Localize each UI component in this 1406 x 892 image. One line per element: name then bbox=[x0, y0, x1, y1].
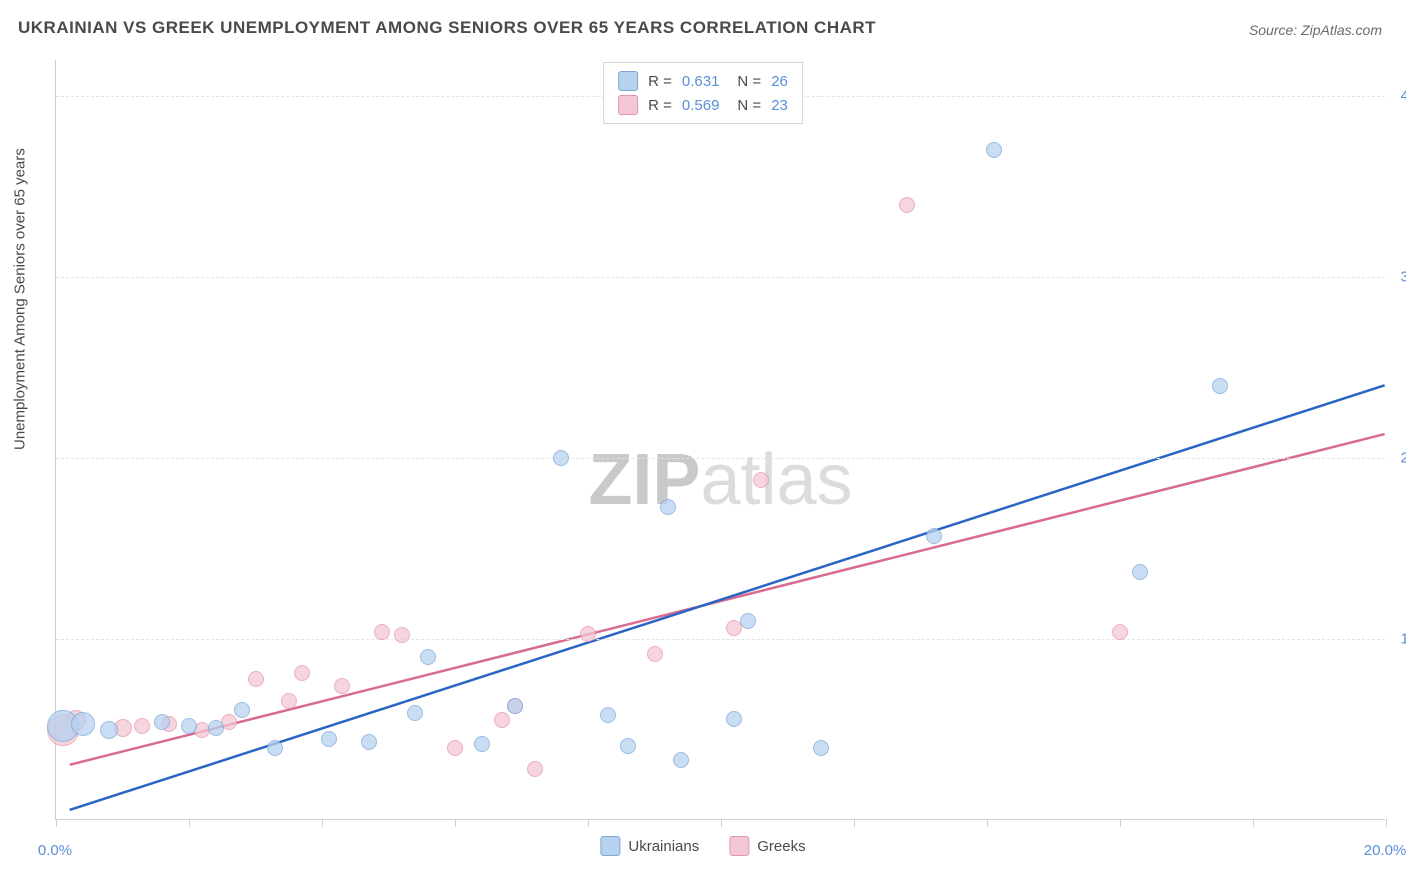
scatter-point-ukrainians bbox=[208, 720, 224, 736]
chart-container: UKRAINIAN VS GREEK UNEMPLOYMENT AMONG SE… bbox=[0, 0, 1406, 892]
scatter-point-ukrainians bbox=[154, 714, 170, 730]
legend-swatch bbox=[618, 95, 638, 115]
x-tick bbox=[322, 819, 323, 827]
scatter-point-greeks bbox=[494, 712, 510, 728]
scatter-point-greeks bbox=[248, 671, 264, 687]
scatter-point-ukrainians bbox=[1212, 378, 1228, 394]
x-tick bbox=[1253, 819, 1254, 827]
x-tick bbox=[455, 819, 456, 827]
scatter-point-ukrainians bbox=[600, 707, 616, 723]
scatter-point-greeks bbox=[899, 197, 915, 213]
scatter-point-ukrainians bbox=[660, 499, 676, 515]
grid-line bbox=[56, 277, 1385, 278]
r-value: 0.631 bbox=[682, 73, 720, 90]
x-tick bbox=[189, 819, 190, 827]
scatter-point-ukrainians bbox=[620, 738, 636, 754]
legend-row: R = 0.631 N = 26 bbox=[618, 69, 788, 93]
x-tick-label: 0.0% bbox=[38, 842, 72, 859]
scatter-point-greeks bbox=[294, 665, 310, 681]
scatter-point-greeks bbox=[580, 626, 596, 642]
scatter-point-ukrainians bbox=[673, 752, 689, 768]
y-axis-label: Unemployment Among Seniors over 65 years bbox=[12, 148, 29, 450]
scatter-point-greeks bbox=[753, 472, 769, 488]
n-label: N = bbox=[737, 97, 761, 114]
scatter-point-ukrainians bbox=[71, 712, 95, 736]
scatter-point-ukrainians bbox=[1132, 564, 1148, 580]
x-tick bbox=[56, 819, 57, 827]
scatter-point-greeks bbox=[394, 627, 410, 643]
scatter-point-ukrainians bbox=[420, 649, 436, 665]
legend-swatch bbox=[729, 836, 749, 856]
n-value: 26 bbox=[771, 73, 788, 90]
scatter-point-ukrainians bbox=[100, 721, 118, 739]
scatter-point-ukrainians bbox=[553, 450, 569, 466]
legend-item: Ukrainians bbox=[600, 836, 699, 856]
plot-area: ZIPatlas 10.0%20.0%30.0%40.0% bbox=[55, 60, 1385, 820]
grid-line bbox=[56, 639, 1385, 640]
scatter-point-greeks bbox=[1112, 624, 1128, 640]
scatter-point-ukrainians bbox=[474, 736, 490, 752]
scatter-point-ukrainians bbox=[181, 718, 197, 734]
scatter-point-ukrainians bbox=[726, 711, 742, 727]
scatter-point-ukrainians bbox=[321, 731, 337, 747]
r-label: R = bbox=[648, 97, 672, 114]
scatter-point-greeks bbox=[447, 740, 463, 756]
legend-row: R = 0.569 N = 23 bbox=[618, 93, 788, 117]
scatter-point-greeks bbox=[527, 761, 543, 777]
legend-swatch bbox=[600, 836, 620, 856]
legend-swatch bbox=[618, 71, 638, 91]
x-tick bbox=[854, 819, 855, 827]
legend-correlation: R = 0.631 N = 26 R = 0.569 N = 23 bbox=[603, 62, 803, 124]
scatter-point-greeks bbox=[374, 624, 390, 640]
scatter-point-ukrainians bbox=[740, 613, 756, 629]
y-tick-label: 20.0% bbox=[1400, 450, 1406, 467]
scatter-point-ukrainians bbox=[986, 142, 1002, 158]
x-tick bbox=[1120, 819, 1121, 827]
scatter-point-ukrainians bbox=[813, 740, 829, 756]
r-label: R = bbox=[648, 73, 672, 90]
scatter-point-ukrainians bbox=[234, 702, 250, 718]
legend-label: Ukrainians bbox=[628, 838, 699, 855]
r-value: 0.569 bbox=[682, 97, 720, 114]
scatter-point-greeks bbox=[334, 678, 350, 694]
source-label: Source: ZipAtlas.com bbox=[1249, 22, 1382, 38]
y-tick-label: 30.0% bbox=[1400, 269, 1406, 286]
scatter-point-ukrainians bbox=[407, 705, 423, 721]
scatter-point-ukrainians bbox=[361, 734, 377, 750]
x-tick bbox=[588, 819, 589, 827]
n-value: 23 bbox=[771, 97, 788, 114]
grid-line bbox=[56, 458, 1385, 459]
legend-series: Ukrainians Greeks bbox=[600, 836, 805, 856]
n-label: N = bbox=[737, 73, 761, 90]
y-tick-label: 40.0% bbox=[1400, 88, 1406, 105]
x-tick bbox=[987, 819, 988, 827]
scatter-point-greeks bbox=[134, 718, 150, 734]
scatter-point-ukrainians bbox=[926, 528, 942, 544]
scatter-point-greeks bbox=[281, 693, 297, 709]
x-tick-label: 20.0% bbox=[1364, 842, 1406, 859]
trend-lines bbox=[56, 60, 1385, 819]
legend-label: Greeks bbox=[757, 838, 805, 855]
scatter-point-ukrainians bbox=[267, 740, 283, 756]
scatter-point-greeks bbox=[647, 646, 663, 662]
scatter-point-ukrainians bbox=[507, 698, 523, 714]
x-tick bbox=[1386, 819, 1387, 827]
chart-title: UKRAINIAN VS GREEK UNEMPLOYMENT AMONG SE… bbox=[18, 18, 876, 38]
y-tick-label: 10.0% bbox=[1400, 631, 1406, 648]
x-tick bbox=[721, 819, 722, 827]
legend-item: Greeks bbox=[729, 836, 805, 856]
